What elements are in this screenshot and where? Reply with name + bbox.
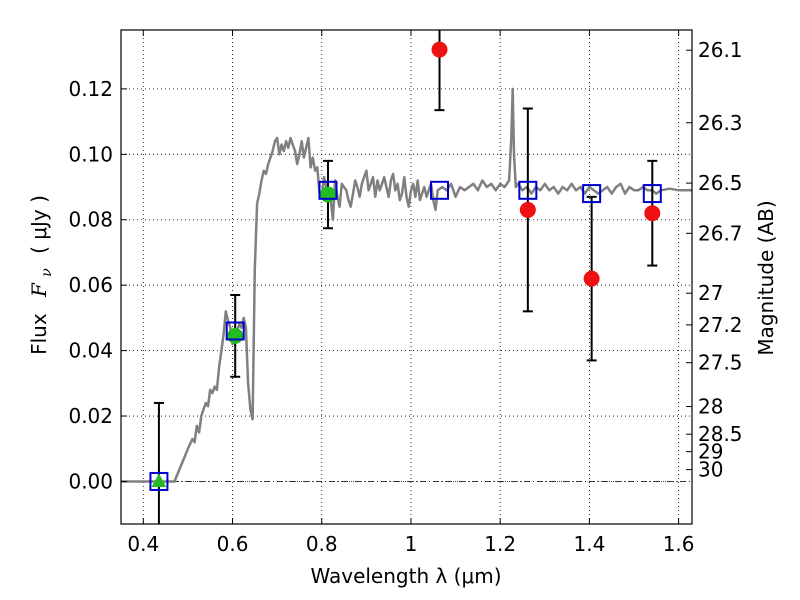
y-tick-label: 0.04 bbox=[68, 339, 113, 363]
red-point-2 bbox=[583, 270, 600, 287]
errorbars-layer bbox=[153, 30, 658, 524]
y-axis-label-subscript: ν bbox=[39, 268, 55, 277]
grid-lines bbox=[121, 30, 692, 524]
red-point-3 bbox=[644, 205, 661, 222]
model-flux-square-0 bbox=[149, 471, 169, 491]
points-layer bbox=[149, 41, 662, 491]
model-spectrum-layer bbox=[121, 87, 692, 483]
model-spectrum-line bbox=[121, 87, 692, 483]
x-tick-label: 1 bbox=[405, 532, 418, 556]
y-axis-label-symbol: F bbox=[27, 282, 51, 298]
x-tick-label: 1.2 bbox=[484, 532, 516, 556]
x-tick-label: 1.6 bbox=[663, 532, 695, 556]
x-tick-label: 0.8 bbox=[306, 532, 338, 556]
plot-frame-border bbox=[120, 29, 693, 525]
y-tick-label: 0.06 bbox=[68, 273, 113, 297]
model-flux-square-6 bbox=[642, 184, 662, 204]
magnitude-tick-label: 26.7 bbox=[698, 221, 743, 245]
y-tick-label: 0.12 bbox=[68, 77, 113, 101]
model-flux-square-2 bbox=[318, 180, 338, 200]
magnitude-tick-label: 27.5 bbox=[698, 351, 743, 375]
x-axis-label: Wavelength λ (μm) bbox=[310, 564, 501, 588]
plot-frame bbox=[120, 29, 693, 525]
magnitude-tick-label: 27 bbox=[698, 281, 723, 305]
x-tick-label: 0.4 bbox=[127, 532, 159, 556]
magnitude-tick-label: 28 bbox=[698, 395, 723, 419]
x-tick-label: 0.6 bbox=[217, 532, 249, 556]
y-axis-ticks: 0.00 0.02 0.04 0.06 0.08 0.10 0.12 bbox=[68, 77, 127, 493]
x-tick-label: 1.4 bbox=[573, 532, 605, 556]
model-flux-square-3 bbox=[430, 180, 450, 200]
y-tick-label: 0.00 bbox=[68, 469, 113, 493]
upper-limit-triangle-0 bbox=[151, 473, 167, 487]
magnitude-tick-label: 26.3 bbox=[698, 111, 743, 135]
model-flux-square-5 bbox=[582, 184, 602, 204]
red-point-0 bbox=[431, 41, 448, 58]
red-point-1 bbox=[519, 201, 536, 218]
y-tick-label: 0.02 bbox=[68, 404, 113, 428]
magnitude-tick-label: 26.5 bbox=[698, 171, 743, 195]
y-axis-label: Flux F ν ( μJy ) bbox=[27, 195, 56, 355]
x-axis-ticks: 0.4 0.6 0.8 1 1.2 1.4 1.6 bbox=[127, 30, 695, 556]
y-axis-label-unit: ( μJy ) bbox=[27, 195, 51, 254]
model-flux-square-1 bbox=[225, 321, 245, 341]
observed-point-0 bbox=[227, 327, 244, 344]
magnitude-tick-label: 30 bbox=[698, 458, 723, 482]
magnitude-tick-label: 29 bbox=[698, 440, 723, 464]
y-axis-label-text: Flux bbox=[27, 313, 51, 355]
model-flux-square-4 bbox=[518, 180, 538, 200]
y-tick-label: 0.10 bbox=[68, 142, 113, 166]
y-tick-label: 0.08 bbox=[68, 208, 113, 232]
magnitude-tick-label: 28.5 bbox=[698, 422, 743, 446]
magnitude-tick-label: 26.1 bbox=[698, 38, 743, 62]
observed-point-1 bbox=[319, 186, 336, 203]
magnitude-tick-label: 27.2 bbox=[698, 313, 743, 337]
magnitude-axis-label: Magnitude (AB) bbox=[754, 200, 778, 355]
